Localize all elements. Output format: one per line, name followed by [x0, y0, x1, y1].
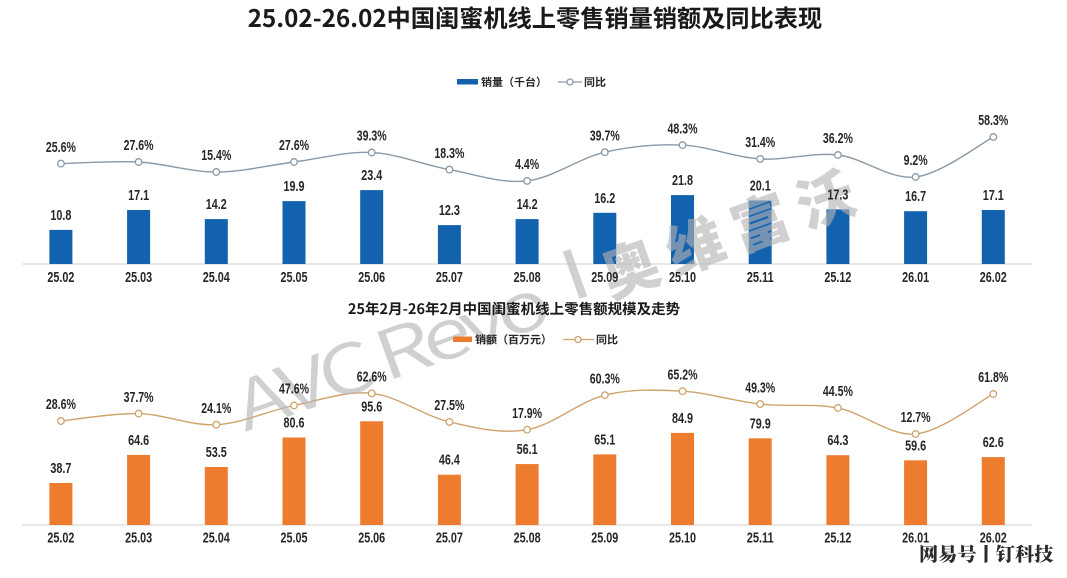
svg-text:84.9: 84.9: [672, 410, 693, 427]
svg-text:25.05: 25.05: [281, 269, 308, 286]
svg-text:48.3%: 48.3%: [668, 120, 698, 137]
svg-text:20.1: 20.1: [750, 178, 771, 195]
svg-text:9.2%: 9.2%: [904, 152, 928, 169]
svg-text:25.11: 25.11: [747, 269, 774, 286]
svg-text:25.10: 25.10: [669, 269, 696, 286]
svg-text:44.5%: 44.5%: [823, 383, 853, 400]
svg-text:15.4%: 15.4%: [201, 147, 231, 164]
svg-text:25.02: 25.02: [47, 269, 74, 286]
svg-text:27.5%: 27.5%: [434, 397, 464, 414]
svg-text:65.2%: 65.2%: [668, 366, 698, 383]
svg-text:26.01: 26.01: [902, 269, 929, 286]
svg-text:16.7: 16.7: [905, 188, 926, 205]
svg-text:53.5: 53.5: [206, 444, 227, 461]
svg-text:37.7%: 37.7%: [124, 389, 154, 406]
svg-text:25.07: 25.07: [436, 530, 463, 547]
svg-text:16.2: 16.2: [594, 190, 615, 207]
svg-text:25.12: 25.12: [824, 530, 851, 547]
svg-text:4.4%: 4.4%: [515, 156, 539, 173]
svg-text:39.3%: 39.3%: [357, 128, 387, 145]
svg-text:23.4: 23.4: [361, 167, 382, 184]
svg-text:10.8: 10.8: [50, 207, 71, 224]
svg-text:56.1: 56.1: [517, 441, 538, 458]
svg-text:25.06: 25.06: [358, 530, 385, 547]
svg-text:21.8: 21.8: [672, 172, 693, 189]
svg-text:25.08: 25.08: [514, 269, 541, 286]
svg-text:62.6: 62.6: [983, 434, 1004, 451]
svg-text:17.1: 17.1: [983, 187, 1004, 204]
svg-text:25.04: 25.04: [203, 269, 230, 286]
svg-text:62.6%: 62.6%: [357, 369, 387, 386]
svg-text:25.03: 25.03: [125, 269, 152, 286]
svg-text:80.6: 80.6: [284, 415, 305, 432]
svg-text:25.06: 25.06: [358, 269, 385, 286]
svg-text:26.01: 26.01: [902, 530, 929, 547]
svg-text:65.1: 65.1: [594, 431, 615, 448]
svg-text:38.7: 38.7: [50, 460, 71, 477]
svg-text:25.07: 25.07: [436, 269, 463, 286]
svg-text:64.6: 64.6: [128, 432, 149, 449]
svg-text:19.9: 19.9: [284, 178, 305, 195]
svg-text:28.6%: 28.6%: [46, 396, 76, 413]
svg-text:17.1: 17.1: [128, 187, 149, 204]
svg-text:25.12: 25.12: [824, 269, 851, 286]
svg-text:14.2: 14.2: [206, 196, 227, 213]
svg-text:17.3: 17.3: [827, 186, 848, 203]
svg-text:25.04: 25.04: [203, 530, 230, 547]
svg-text:95.6: 95.6: [361, 398, 382, 415]
svg-text:25.08: 25.08: [514, 530, 541, 547]
svg-text:26.02: 26.02: [980, 530, 1007, 547]
svg-text:58.3%: 58.3%: [978, 112, 1008, 129]
svg-text:64.3: 64.3: [827, 432, 848, 449]
svg-text:27.6%: 27.6%: [124, 137, 154, 154]
svg-text:47.6%: 47.6%: [279, 381, 309, 398]
svg-text:27.6%: 27.6%: [279, 137, 309, 154]
svg-text:12.7%: 12.7%: [901, 409, 931, 426]
svg-text:46.4: 46.4: [439, 452, 460, 469]
svg-text:18.3%: 18.3%: [434, 145, 464, 162]
svg-text:25.6%: 25.6%: [46, 139, 76, 156]
svg-text:79.9: 79.9: [750, 415, 771, 432]
svg-text:25.11: 25.11: [747, 530, 774, 547]
svg-text:25.10: 25.10: [669, 530, 696, 547]
svg-text:25.02: 25.02: [47, 530, 74, 547]
svg-text:24.1%: 24.1%: [201, 400, 231, 417]
svg-text:36.2%: 36.2%: [823, 130, 853, 147]
svg-text:59.6: 59.6: [905, 437, 926, 454]
svg-text:12.3: 12.3: [439, 202, 460, 219]
svg-text:61.8%: 61.8%: [978, 369, 1008, 386]
svg-text:25.03: 25.03: [125, 530, 152, 547]
svg-text:25.09: 25.09: [591, 530, 618, 547]
svg-text:60.3%: 60.3%: [590, 370, 620, 387]
svg-text:49.3%: 49.3%: [745, 379, 775, 396]
svg-text:26.02: 26.02: [980, 269, 1007, 286]
svg-text:31.4%: 31.4%: [745, 134, 775, 151]
svg-text:17.9%: 17.9%: [512, 405, 542, 422]
svg-text:25.05: 25.05: [281, 530, 308, 547]
svg-text:25.09: 25.09: [591, 269, 618, 286]
svg-text:14.2: 14.2: [517, 196, 538, 213]
svg-text:39.7%: 39.7%: [590, 127, 620, 144]
